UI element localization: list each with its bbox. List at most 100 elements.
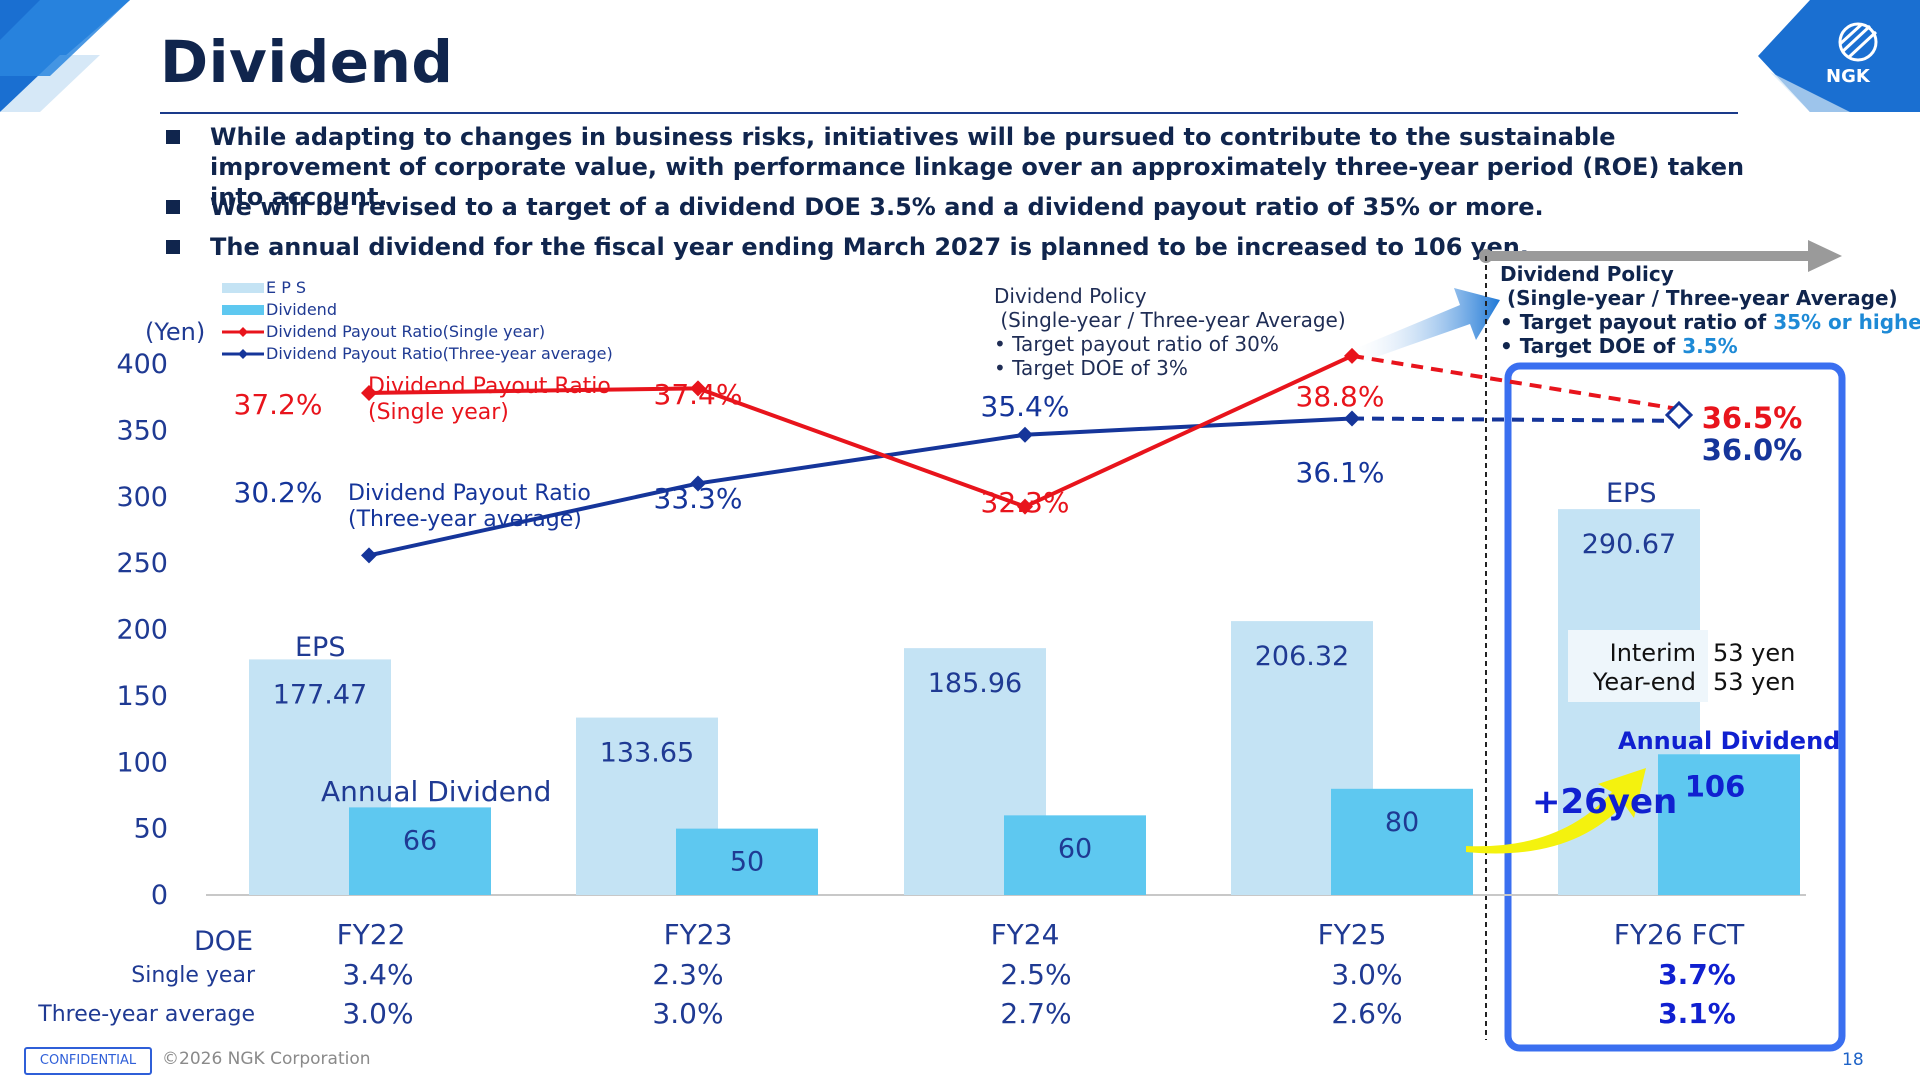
single-year-forecast-line bbox=[1351, 353, 1680, 412]
confidential-badge: CONFIDENTIAL bbox=[24, 1047, 152, 1075]
eps-label-fy22: EPS bbox=[295, 632, 346, 663]
three-line-label-1: Dividend Payout Ratio bbox=[348, 481, 591, 506]
policy-change-arrow bbox=[1352, 288, 1500, 362]
legend-label: Dividend bbox=[266, 300, 337, 319]
logo-badge bbox=[1758, 0, 1920, 112]
new-policy-subtitle: (Single-year / Three-year Average) bbox=[1500, 286, 1898, 310]
doe-row-label-single: Single year bbox=[131, 963, 255, 988]
forecast-timeline-arrow bbox=[1479, 240, 1842, 272]
old-policy-subtitle: (Single-year / Three-year Average) bbox=[994, 308, 1346, 332]
doe-value: 3.0% bbox=[342, 997, 414, 1030]
single-ratio-label: 37.4% bbox=[654, 378, 743, 411]
doe-value: 3.0% bbox=[652, 997, 724, 1030]
legend-swatch-three bbox=[222, 349, 264, 359]
category-label: FY24 bbox=[990, 918, 1060, 951]
single-line-label-1: Dividend Payout Ratio bbox=[368, 374, 611, 399]
doe-value: 3.0% bbox=[1331, 958, 1403, 991]
title-divider bbox=[160, 112, 1738, 114]
dividend-value-label: 66 bbox=[403, 825, 437, 856]
three-ratio-label: 36.1% bbox=[1296, 456, 1385, 489]
legend-label: Dividend Payout Ratio(Three-year average… bbox=[266, 344, 613, 363]
bullet-square-icon bbox=[166, 240, 180, 254]
dividend-value-label: 60 bbox=[1058, 833, 1092, 864]
three-year-point bbox=[1344, 410, 1360, 427]
legend-swatch-single bbox=[222, 327, 264, 337]
category-label: FY22 bbox=[336, 918, 406, 951]
category-label: FY23 bbox=[663, 918, 733, 951]
dividend-bar bbox=[1004, 815, 1146, 895]
single-year-point bbox=[1017, 498, 1033, 515]
y-tick-label: 250 bbox=[116, 548, 168, 579]
year-end-value: 53 yen bbox=[1713, 668, 1796, 696]
ngk-logo-text: NGK bbox=[1826, 66, 1870, 87]
single-year-point bbox=[690, 380, 706, 397]
old-policy-doe: • Target DOE of 3% bbox=[994, 356, 1188, 380]
three-year-point bbox=[361, 547, 377, 564]
y-tick-label: 350 bbox=[116, 415, 168, 446]
doe-value: 2.5% bbox=[1000, 958, 1072, 991]
three-year-point bbox=[690, 475, 706, 492]
three-line-label: Dividend Payout Ratio (Three-year averag… bbox=[348, 481, 591, 533]
new-policy-payout-prefix: • Target payout ratio of bbox=[1500, 310, 1774, 334]
three-year-forecast-line bbox=[1351, 416, 1680, 423]
y-tick-label: 400 bbox=[116, 349, 168, 380]
doe-value: 2.7% bbox=[1000, 997, 1072, 1030]
copyright: ©2026 NGK Corporation bbox=[162, 1049, 371, 1069]
single-ratio-label: 38.8% bbox=[1296, 380, 1385, 413]
single-ratio-label: 32.3% bbox=[981, 486, 1070, 519]
single-year-point bbox=[361, 384, 377, 401]
single-ratio-label: 37.2% bbox=[234, 388, 323, 421]
eps-label-fy26: EPS bbox=[1606, 478, 1657, 509]
y-axis-unit: (Yen) bbox=[145, 318, 206, 346]
bullet-text: We will be revised to a target of a divi… bbox=[210, 193, 1544, 221]
annual-dividend-label-fy26: Annual Dividend bbox=[1618, 727, 1841, 755]
category-label: FY26 FCT bbox=[1613, 918, 1745, 951]
bullet-square-icon bbox=[166, 130, 180, 144]
eps-value-label: 185.96 bbox=[928, 668, 1022, 699]
bullet-square-icon bbox=[166, 200, 180, 214]
old-policy-payout: • Target payout ratio of 30% bbox=[994, 332, 1279, 356]
dividend-value-label: 80 bbox=[1385, 807, 1419, 838]
eps-value-label: 290.67 bbox=[1582, 529, 1676, 560]
interim-label: Interim bbox=[1609, 639, 1696, 667]
old-dividend-policy: Dividend Policy (Single-year / Three-yea… bbox=[994, 284, 1346, 380]
category-label: FY25 bbox=[1317, 918, 1387, 951]
three-year-line bbox=[368, 416, 1353, 558]
new-policy-doe-highlight: 3.5% bbox=[1682, 334, 1738, 358]
three-year-point bbox=[1017, 426, 1033, 443]
dividend-value-label: 106 bbox=[1685, 769, 1746, 803]
three-ratio-label: 33.3% bbox=[654, 482, 743, 515]
new-dividend-policy: Dividend Policy (Single-year / Three-yea… bbox=[1500, 262, 1920, 358]
annual-dividend-label: Annual Dividend bbox=[321, 775, 552, 808]
single-ratio-label: 36.5% bbox=[1702, 401, 1803, 435]
page-title: Dividend bbox=[160, 28, 454, 96]
three-ratio-label: 35.4% bbox=[981, 390, 1070, 423]
dividend-bar bbox=[1658, 754, 1800, 895]
single-year-point bbox=[1344, 347, 1360, 364]
y-tick-label: 100 bbox=[116, 747, 168, 778]
increase-label: +26yen bbox=[1532, 782, 1678, 822]
eps-value-label: 177.47 bbox=[273, 679, 367, 710]
dividend-bar bbox=[1331, 788, 1473, 895]
y-tick-label: 200 bbox=[116, 615, 168, 646]
new-policy-payout: • Target payout ratio of 35% or higher bbox=[1500, 310, 1920, 334]
three-line-label-2: (Three-year average) bbox=[348, 507, 582, 532]
y-tick-label: 300 bbox=[116, 482, 168, 513]
eps-value-label: 133.65 bbox=[600, 738, 694, 769]
dividend-bar bbox=[349, 807, 491, 895]
doe-value: 3.4% bbox=[342, 958, 414, 991]
new-policy-doe-prefix: • Target DOE of bbox=[1500, 334, 1683, 358]
doe-row-label-three: Three-year average bbox=[38, 1002, 255, 1027]
single-year-line bbox=[368, 354, 1353, 509]
page-number: 18 bbox=[1842, 1050, 1864, 1070]
dividend-value-label: 50 bbox=[730, 847, 764, 878]
new-policy-payout-highlight: 35% or higher bbox=[1773, 310, 1920, 334]
new-policy-doe: • Target DOE of 3.5% bbox=[1500, 334, 1920, 358]
legend-label: Dividend Payout Ratio(Single year) bbox=[266, 322, 546, 341]
eps-value-label: 206.32 bbox=[1255, 641, 1349, 672]
single-line-label-2: (Single year) bbox=[368, 400, 509, 425]
interim-box-bg bbox=[1568, 630, 1708, 702]
y-tick-label: 0 bbox=[151, 880, 168, 911]
dividend-bar bbox=[676, 828, 818, 895]
